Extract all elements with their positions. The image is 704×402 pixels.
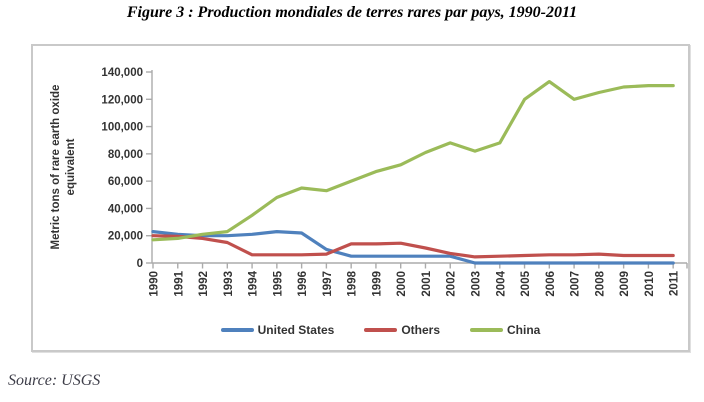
legend-line-swatch-china	[470, 327, 504, 333]
x-tick-label: 2007	[570, 271, 582, 297]
x-tick-label: 1994	[248, 270, 260, 296]
x-tick-label: 1996	[297, 271, 309, 297]
figure-title: Figure 3 : Production mondiales de terre…	[126, 4, 578, 21]
x-tick-label: 2009	[619, 271, 631, 297]
series-line-china	[151, 79, 675, 242]
y-tick-label: 20,000	[108, 231, 143, 243]
x-tick-label: 2011	[669, 270, 681, 296]
y-tick-label: 140,000	[101, 67, 143, 79]
y-tick-label: 0	[137, 258, 143, 270]
chart-legend: United States Others China	[73, 323, 688, 337]
legend-line-swatch-others	[364, 327, 398, 333]
x-tick-label: 2008	[594, 270, 606, 296]
y-tick-label: 100,000	[101, 122, 143, 134]
series-line-others	[151, 234, 675, 259]
x-tick-label: 2010	[644, 271, 656, 297]
y-axis-title: Metric tons of rare earth oxide	[50, 85, 62, 250]
source-caption: Source: USGS	[8, 372, 101, 389]
legend-item-others: Others	[364, 323, 440, 337]
x-tick-label: 1995	[272, 270, 284, 296]
x-tick-label: 2002	[446, 271, 458, 297]
x-tick-label: 2004	[495, 270, 507, 296]
y-axis-title: equivalent	[65, 138, 77, 195]
x-tick-label: 1993	[223, 271, 235, 297]
x-tick-label: 2000	[396, 271, 408, 297]
x-tick-label: 2005	[520, 270, 532, 296]
x-tick-label: 1998	[347, 270, 359, 296]
y-tick-label: 120,000	[101, 94, 143, 106]
chart-plot: 0 20,000 40,000 60,000 80,000 100,000 120,000 1…	[50, 67, 688, 297]
x-tick-label: 1990	[149, 271, 161, 297]
legend-item-china: China	[470, 323, 540, 337]
legend-item-united-states: United States	[220, 323, 335, 337]
y-tick-label: 80,000	[108, 149, 143, 161]
chart-frame: 0 20,000 40,000 60,000 80,000 100,000 120,000 1…	[31, 44, 690, 352]
legend-label: United States	[257, 323, 335, 337]
x-tick-label: 1997	[322, 271, 334, 297]
x-tick-label: 1992	[198, 271, 210, 297]
y-tick-label: 60,000	[108, 176, 143, 188]
x-tick-label: 2001	[421, 270, 433, 296]
x-tick-label: 1991	[173, 270, 185, 296]
x-tick-label: 1999	[371, 271, 383, 297]
y-tick-label: 40,000	[108, 203, 143, 215]
legend-label: Others	[401, 323, 441, 337]
x-tick-label: 2006	[545, 271, 557, 297]
legend-line-swatch-united-states	[220, 327, 254, 333]
legend-label: China	[507, 323, 541, 337]
x-tick-label: 2003	[471, 271, 483, 297]
series-line-united-states	[151, 230, 675, 265]
